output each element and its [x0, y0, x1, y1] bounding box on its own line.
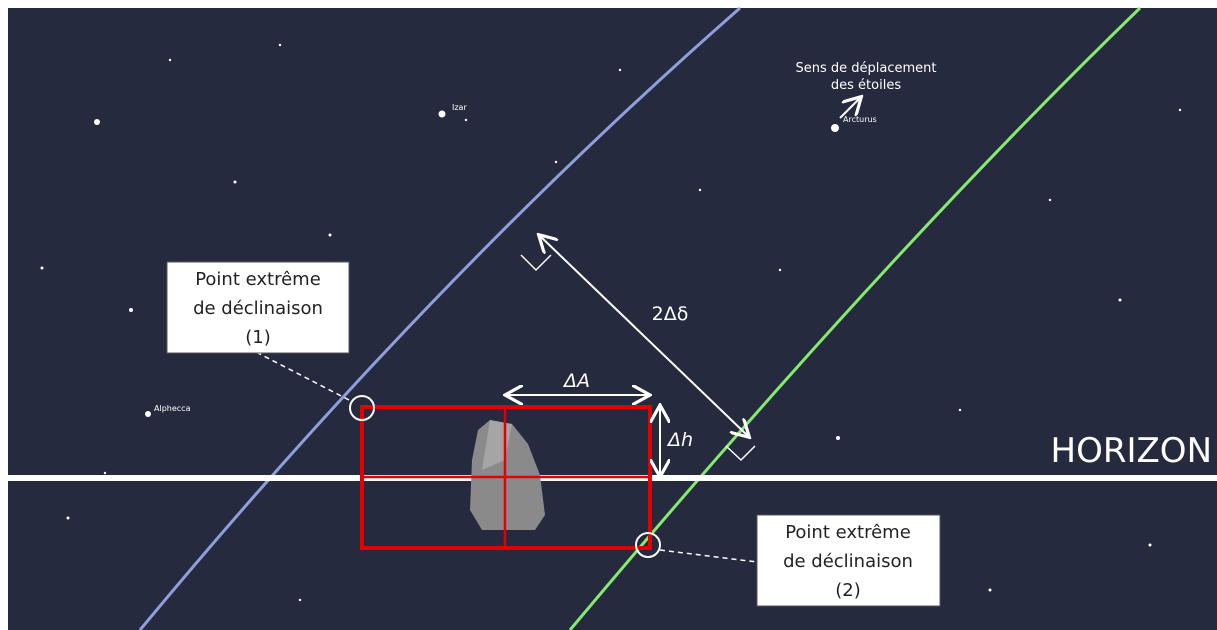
- star-label: Izar: [452, 103, 467, 112]
- horizon-label: HORIZON: [1051, 431, 1212, 471]
- box-2: [756, 514, 941, 607]
- box-1-text: Point extrême: [195, 269, 321, 290]
- delta-azimuth: ΔA: [562, 370, 590, 392]
- stars: [40, 43, 1182, 602]
- box-1-text: (1): [245, 327, 271, 348]
- delta-declination: 2Δδ: [652, 303, 689, 325]
- box-2-text: de déclinaison: [783, 551, 913, 572]
- box-1: [166, 261, 350, 354]
- blue-star-path: [138, 6, 741, 630]
- box-2-text: Point extrême: [785, 522, 911, 543]
- green-star-path: [568, 6, 1142, 630]
- delta-height: Δh: [666, 429, 693, 451]
- star-label: Alphecca: [154, 404, 191, 413]
- star-label: Arcturus: [843, 115, 877, 124]
- box-2-text: (2): [835, 580, 861, 601]
- motion-text: Sens de déplacement: [795, 61, 936, 76]
- box-1-text: de déclinaison: [193, 298, 323, 319]
- arrows: [257, 98, 860, 563]
- motion-text: des étoiles: [831, 78, 901, 93]
